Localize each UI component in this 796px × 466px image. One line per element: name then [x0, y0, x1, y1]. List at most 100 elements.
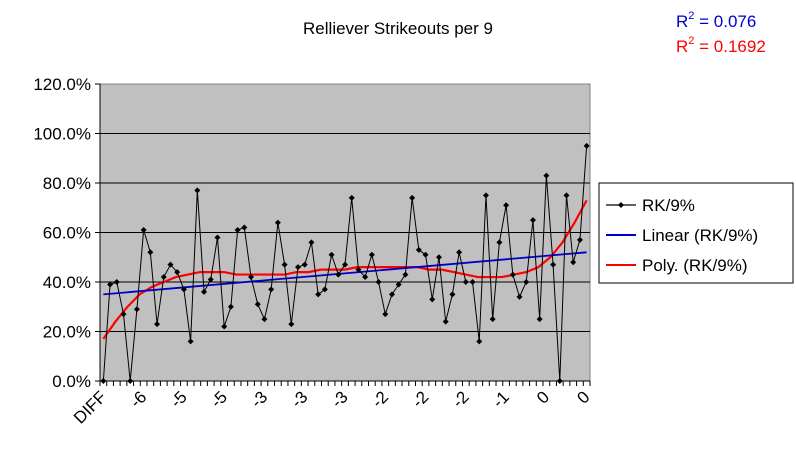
rk9-point	[321, 286, 328, 293]
rk9-point	[402, 271, 409, 278]
rk9-point	[167, 261, 174, 268]
y-tick-label: 80.0%	[43, 174, 91, 193]
rk9-point	[133, 306, 140, 313]
x-tick-label: 0	[573, 387, 593, 407]
rk9-point	[120, 311, 127, 318]
rk9-point	[194, 187, 201, 194]
rk9-point	[113, 279, 120, 285]
legend-box	[598, 182, 794, 284]
gridlines	[100, 133, 590, 332]
chart-title: Relliever Strikeouts per 9	[303, 19, 493, 38]
rk9-point	[543, 172, 550, 179]
x-tick-label: -2	[368, 387, 392, 411]
rk9-point	[274, 219, 281, 226]
rk9-point	[563, 192, 570, 199]
x-axis: DIFF -6 -5 -5 -3 -3 -3 -2 -2 -2 -1 0 0	[70, 380, 593, 428]
rk9-point	[415, 246, 422, 253]
y-tick-label: 100.0%	[33, 125, 91, 144]
rk9-point	[160, 274, 167, 281]
rk9-point	[435, 254, 442, 261]
x-tick-label: -5	[167, 387, 191, 411]
y-axis: 0.0% 20.0% 40.0% 60.0% 80.0% 100.0% 120.0%	[33, 75, 101, 391]
rk9-point	[516, 293, 523, 300]
rk9-point	[241, 224, 248, 231]
rk9-point	[335, 271, 342, 278]
rk9-point	[301, 261, 308, 268]
rk9-point	[509, 271, 516, 278]
poly-trendline	[102, 199, 588, 340]
rk9-point	[496, 239, 503, 246]
rk9-point	[140, 227, 147, 234]
rk9-point	[214, 234, 221, 241]
rk9-point	[570, 259, 577, 266]
rk9-point	[227, 303, 234, 310]
rk9-point	[409, 194, 416, 201]
x-tick-label: -2	[408, 387, 432, 411]
rk9-point	[442, 318, 449, 325]
rk9-point	[295, 264, 302, 271]
x-tick-label: 0	[533, 387, 553, 407]
rk9-point	[375, 279, 382, 285]
rk9-point	[489, 316, 496, 323]
x-tick-label: DIFF	[70, 387, 110, 427]
rk9-point	[469, 279, 476, 285]
rk9-point	[147, 249, 154, 256]
rk9-point	[154, 321, 161, 328]
y-tick-label: 40.0%	[43, 273, 91, 292]
rk9-point	[550, 261, 557, 268]
rk9-point	[288, 321, 295, 328]
rk9-point	[422, 251, 429, 258]
rk9-point	[174, 269, 181, 276]
rk9-point	[456, 249, 463, 256]
r2-linear-prefix: R	[676, 12, 688, 31]
r2-poly-annotation: R2 = 0.1692	[676, 35, 766, 56]
rk9-point	[180, 286, 187, 293]
rk9-point	[476, 338, 483, 345]
rk9-point	[254, 301, 261, 308]
legend-marker-rk9	[618, 202, 624, 208]
x-tick-label: -6	[126, 387, 150, 411]
rk9-point	[382, 311, 389, 318]
rk9-point	[248, 274, 255, 281]
y-tick-label: 0.0%	[52, 372, 91, 391]
rk9-point	[315, 291, 322, 298]
rk9-point	[462, 279, 469, 285]
rk9-point	[328, 251, 335, 258]
y-tick-label: 20.0%	[43, 323, 91, 342]
legend-label-poly: Poly. (RK/9%)	[642, 256, 748, 275]
rk9-point	[449, 291, 456, 298]
rk9-point	[342, 261, 348, 268]
series-group	[100, 142, 590, 384]
rk9-point	[348, 194, 355, 201]
rk9-point	[187, 338, 194, 345]
rk9-point	[536, 316, 543, 323]
rk9-point	[234, 227, 241, 234]
y-tick-label: 120.0%	[33, 75, 91, 94]
x-tick-label: -3	[287, 387, 311, 411]
rk9-point	[523, 279, 530, 285]
rk9-point	[268, 286, 275, 293]
y-tick-label: 60.0%	[43, 224, 91, 243]
rk9-point	[429, 296, 436, 303]
rk9-point	[281, 261, 288, 268]
legend-label-linear: Linear (RK/9%)	[642, 226, 758, 245]
x-tick-label: -3	[328, 387, 352, 411]
rk9-point	[395, 281, 402, 288]
r2-poly-value: = 0.1692	[694, 37, 765, 56]
rk9-point	[207, 276, 214, 283]
rk9-point	[127, 378, 134, 384]
rk9-point	[100, 378, 107, 384]
rk9-point	[482, 192, 489, 199]
rk9-point	[529, 217, 536, 224]
rk9-point	[107, 281, 114, 288]
r2-poly-prefix: R	[676, 37, 688, 56]
rk9-point	[503, 202, 510, 209]
x-tick-label: -3	[247, 387, 271, 411]
legend-label-rk9: RK/9%	[642, 196, 695, 215]
x-tick-label: -2	[449, 387, 473, 411]
rk9-point	[201, 288, 208, 295]
rk9-point	[556, 378, 563, 384]
r2-linear-value: = 0.076	[694, 12, 756, 31]
rk9-point	[583, 142, 590, 149]
